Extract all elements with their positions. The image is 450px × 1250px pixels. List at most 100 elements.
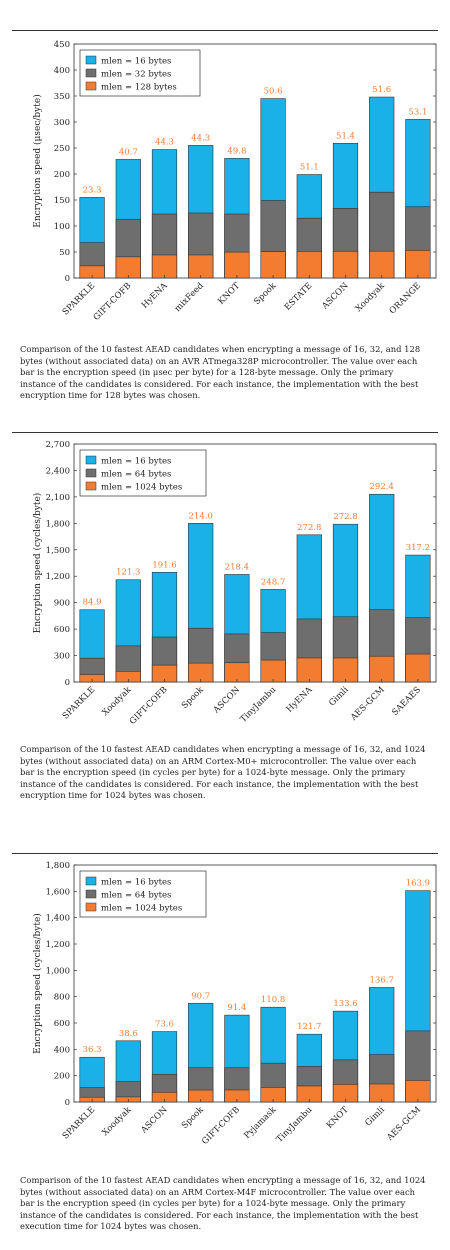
y-tick-label: 900 [54,599,70,609]
chart-panel-m4: 0 200 400 600 800 1,000 1,200 1,400 1,600 1,800 En… [0,853,450,1250]
bar-hyena-series-2 [151,254,178,279]
x-category-label: Xoodyak [100,1104,134,1138]
bar-value-label: 40.7 [119,147,138,157]
bar-value-label: 121.7 [297,1022,321,1032]
y-tick-label: 400 [54,1045,70,1055]
caption-m4: Comparison of the 10 fastest AEAD candid… [20,1175,426,1232]
chart-panel-avr: 0 50 100 150 200 250 300 350 400 450 Encryption sp… [0,0,450,410]
bar-value-label: 44.3 [191,133,210,143]
legend-swatch [85,481,97,491]
x-category-label: SAEAES [390,685,423,718]
x-category-label: SPARKLE [61,281,97,317]
bar-spook-series-2 [260,251,286,279]
x-category-label: Xoodyak [100,684,134,718]
legend-entry: mlen = 128 bytes [101,83,177,93]
bar-value-label: 51.6 [372,85,391,95]
bar-value-label: 84.9 [83,598,102,608]
x-category-label: Pyjamask [242,1104,279,1141]
plot-frame [73,864,437,1103]
y-tick-label: 200 [54,1072,70,1082]
bar-gift-cofb-series-2 [115,256,141,279]
legend-entry: mlen = 64 bytes [101,470,171,480]
y-tick-label: 1,800 [46,519,70,529]
bar-value-label: 191.6 [152,560,176,570]
bar-value-label: 23.3 [83,185,102,195]
y-tick-label: 0 [65,678,70,688]
legend-entry: mlen = 32 bytes [101,70,171,80]
x-category-label: ORANGE [388,281,423,316]
bar-value-label: 51.1 [300,163,319,173]
bar-value-label: 136.7 [370,975,394,985]
y-tick-label: 300 [54,118,70,128]
y-tick-label: 600 [54,625,70,635]
x-category-label: ASCON [320,281,351,312]
legend-swatch [85,55,97,65]
chart-panel-m0: 0 300 600 900 1,200 1,500 1,800 2,100 2,400 2,700… [0,432,450,822]
x-category-label: HyENA [140,280,170,310]
legend-entry: mlen = 16 bytes [101,457,171,467]
y-tick-label: 1,200 [46,572,70,582]
legend-swatch [85,81,97,91]
bar-value-label: 272.8 [297,523,321,533]
bar-value-label: 292.4 [370,482,394,492]
x-category-label: ESTATE [283,281,315,313]
bar-value-label: 163.9 [406,879,430,889]
top-rule [12,30,438,31]
y-tick-label: 300 [54,652,70,662]
plot-frame [73,443,437,683]
y-tick-label: 1,200 [46,940,70,950]
x-category-label: Spook [180,684,207,711]
bar-value-label: 44.3 [155,138,174,148]
caption-m0: Comparison of the 10 fastest AEAD candid… [20,744,426,801]
divider-rule-2 [12,853,438,854]
bar-value-label: 110.8 [261,995,285,1005]
bar-value-label: 218.4 [225,562,249,572]
y-tick-label: 0 [65,1098,70,1108]
bar-gimli-series-2 [332,657,359,683]
legend-swatch [85,902,97,912]
y-tick-label: 1,000 [46,966,70,976]
legend-box [79,870,207,918]
y-tick-label: 2,400 [46,466,70,476]
x-category-label: Gimli [363,1105,387,1129]
bar-value-label: 133.6 [333,999,357,1009]
bar-mixfeed-series-2 [188,254,214,279]
x-category-label: KNOT [216,281,242,307]
y-tick-label: 250 [54,144,70,154]
bar-value-label: 53.1 [408,107,427,117]
legend-entry: mlen = 64 bytes [101,891,171,901]
x-category-label: GIFT-COFB [200,1105,242,1147]
legend-swatch [85,876,97,886]
plot-frame [73,43,437,279]
legend-swatch [85,468,97,478]
bar-value-label: 50.6 [264,87,283,97]
x-category-label: GIFT-COFB [92,281,134,323]
y-tick-label: 0 [65,274,70,284]
x-category-label: Xoodyak [354,280,388,314]
y-tick-label: 1,500 [46,546,70,556]
bar-hyena-series-2 [296,657,322,683]
x-category-label: SPARKLE [61,1105,97,1141]
bar-xoodyak-series-2 [369,250,395,279]
x-category-label: ASCON [211,685,242,716]
x-category-label: ASCON [139,1105,170,1136]
chart-avr: 0 50 100 150 200 250 300 350 400 450 Encryption sp… [32,40,437,323]
x-category-label: Gimli [327,685,351,709]
x-category-label: TinyJambu [239,685,279,725]
bar-value-label: 248.7 [261,577,285,587]
bar-value-label: 73.6 [155,1020,174,1030]
legend-box [79,449,207,497]
y-tick-label: 600 [54,1019,70,1029]
y-axis-label: Encryption speed (μsec/byte) [32,94,43,227]
legend-entry: mlen = 16 bytes [101,57,171,67]
bar-value-label: 36.3 [83,1045,102,1055]
y-axis-label: Encryption speed (cycles/byte) [32,913,43,1054]
divider-rule-1 [12,432,438,433]
y-axis-label: Encryption speed (cycles/byte) [32,493,43,634]
bar-saeaes-series-2 [405,653,431,683]
y-tick-label: 350 [54,92,70,102]
x-category-label: HyENA [285,684,315,714]
bar-ascon-series-2 [332,250,359,279]
x-category-label: Spook [252,280,279,307]
x-category-label: TinyJambu [275,1105,315,1145]
